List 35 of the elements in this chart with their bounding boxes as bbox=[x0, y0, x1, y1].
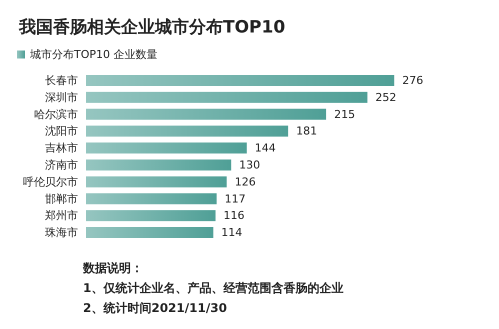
y-tick-label: 珠海市 bbox=[45, 226, 78, 240]
data-label: 130 bbox=[239, 158, 260, 172]
text: 1、仅统计企业名、产品、经营范围含香肠的企业 bbox=[83, 281, 344, 295]
bar bbox=[86, 142, 247, 154]
bar bbox=[86, 74, 394, 86]
data-label: 126 bbox=[234, 175, 256, 188]
data-label: 144 bbox=[254, 142, 276, 155]
y-tick-label: 深圳市 bbox=[45, 90, 78, 104]
bar bbox=[86, 92, 368, 103]
chart-title: 我国香肠相关企业城市分布TOP10 bbox=[18, 18, 286, 38]
bar bbox=[86, 227, 214, 238]
text: 2、统计时间2021/11/30 bbox=[83, 301, 227, 315]
bar bbox=[86, 193, 217, 204]
data-label: 276 bbox=[402, 74, 424, 87]
y-tick-label: 吉林市 bbox=[45, 142, 78, 155]
data-label: 181 bbox=[296, 124, 318, 138]
bar bbox=[86, 108, 326, 120]
bar bbox=[86, 210, 216, 222]
bar bbox=[86, 176, 227, 188]
y-tick-label: 呼伦贝尔市 bbox=[23, 175, 78, 188]
y-tick-label: 郑州市 bbox=[45, 209, 78, 222]
data-label: 252 bbox=[375, 90, 396, 104]
bar bbox=[86, 126, 288, 137]
y-tick-label: 邯郸市 bbox=[45, 192, 78, 206]
data-label: 215 bbox=[334, 108, 356, 121]
y-tick-label: 哈尔滨市 bbox=[34, 108, 78, 121]
data-label: 117 bbox=[224, 192, 246, 206]
y-tick-label: 济南市 bbox=[45, 158, 78, 172]
data-label: 116 bbox=[224, 209, 245, 222]
bar bbox=[86, 159, 232, 170]
y-tick-label: 沈阳市 bbox=[45, 124, 78, 138]
legend-label: 城市分布TOP10 企业数量 bbox=[29, 48, 158, 61]
text: 数据说明： bbox=[82, 261, 143, 275]
y-tick-label: 长春市 bbox=[45, 74, 78, 87]
data-label: 114 bbox=[221, 226, 242, 240]
